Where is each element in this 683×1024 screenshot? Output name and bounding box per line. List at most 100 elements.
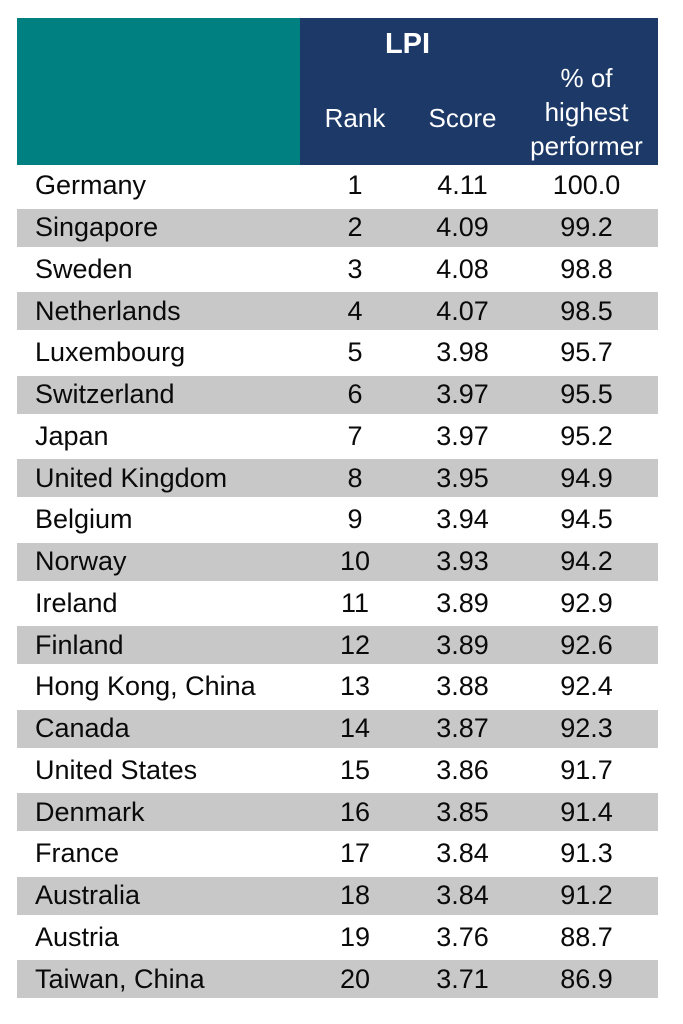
pct-cell: 91.4 <box>560 796 613 827</box>
table-row: France 17 3.84 91.3 <box>17 833 658 875</box>
score-cell: 3.84 <box>436 838 489 869</box>
rank-cell: 5 <box>347 337 363 368</box>
table-row: Singapore 2 4.09 99.2 <box>17 206 658 249</box>
pct-cell: 94.9 <box>560 462 613 493</box>
country-cell: Sweden <box>35 253 133 284</box>
country-cell: Norway <box>35 546 127 577</box>
country-cell: Australia <box>35 880 141 911</box>
rank-cell: 15 <box>339 754 371 785</box>
table-row: Netherlands 4 4.07 98.5 <box>17 290 658 332</box>
pct-cell: 95.7 <box>560 337 613 368</box>
score-cell: 3.76 <box>436 921 489 952</box>
table-row: Germany 1 4.11 100.0 <box>17 165 658 207</box>
score-cell: 3.89 <box>436 629 489 660</box>
rank-cell: 11 <box>340 587 370 618</box>
header-corner-cell <box>17 18 300 165</box>
table-row: Switzerland 6 3.97 95.5 <box>17 373 658 416</box>
score-cell: 3.86 <box>436 754 489 785</box>
pct-cell: 95.2 <box>560 420 613 451</box>
pct-cell: 92.9 <box>560 587 613 618</box>
score-cell: 3.97 <box>436 379 489 410</box>
rank-cell: 9 <box>347 504 363 535</box>
rank-cell: 18 <box>339 880 371 911</box>
country-cell: Denmark <box>35 796 145 827</box>
rank-cell: 7 <box>347 420 363 451</box>
score-cell: 3.89 <box>436 587 489 618</box>
pct-cell: 98.8 <box>560 253 613 284</box>
pct-cell: 100.0 <box>552 170 621 201</box>
pct-cell: 92.3 <box>560 713 613 744</box>
table-row: United Kingdom 8 3.95 94.9 <box>17 457 658 499</box>
pct-cell: 86.9 <box>560 963 613 994</box>
country-cell: Belgium <box>35 504 133 535</box>
country-cell: United States <box>35 754 198 785</box>
table-row: Denmark 16 3.85 91.4 <box>17 791 658 833</box>
score-cell: 4.09 <box>436 212 489 243</box>
rank-cell: 13 <box>339 671 371 702</box>
column-header-rank: Rank <box>324 103 386 133</box>
rank-cell: 10 <box>339 546 371 577</box>
country-cell: Germany <box>35 170 147 201</box>
table-body: Germany 1 4.11 100.0 Singapore 2 4.09 99… <box>17 165 658 1000</box>
column-header-score: Score <box>428 103 497 133</box>
pct-cell: 95.5 <box>560 379 613 410</box>
score-cell: 3.85 <box>436 796 489 827</box>
pct-cell: 94.5 <box>560 504 613 535</box>
score-cell: 3.94 <box>436 504 489 535</box>
table-row: Ireland 11 3.89 92.9 <box>17 583 658 625</box>
header-lpi-group-cell: LPI Rank Score % of highest performer <box>300 18 658 165</box>
lpi-group-title: LPI <box>384 28 431 60</box>
score-cell: 3.87 <box>436 713 489 744</box>
rank-cell: 4 <box>347 295 363 326</box>
rank-cell: 20 <box>339 963 371 994</box>
country-cell: Singapore <box>35 212 159 243</box>
pct-cell: 88.7 <box>560 921 613 952</box>
pct-cell: 91.3 <box>560 838 613 869</box>
table-header: LPI Rank Score % of highest performer <box>17 18 658 165</box>
table-row: Japan 7 3.97 95.2 <box>17 416 658 458</box>
country-cell: Ireland <box>35 587 118 618</box>
pct-cell: 91.2 <box>560 880 613 911</box>
score-cell: 3.88 <box>436 671 489 702</box>
rank-cell: 3 <box>347 253 363 284</box>
country-cell: Japan <box>35 420 109 451</box>
pct-cell: 98.5 <box>560 295 613 326</box>
country-cell: United Kingdom <box>35 462 228 493</box>
country-cell: Hong Kong, China <box>35 671 256 702</box>
country-cell: Austria <box>35 921 120 952</box>
score-cell: 3.95 <box>436 462 489 493</box>
table-row: Canada 14 3.87 92.3 <box>17 707 658 750</box>
column-headers: Rank Score % of highest performer <box>300 61 658 165</box>
table-row: Hong Kong, China 13 3.88 92.4 <box>17 666 658 708</box>
table-row: Norway 10 3.93 94.2 <box>17 540 658 583</box>
rank-cell: 16 <box>339 796 371 827</box>
score-cell: 4.11 <box>437 170 488 201</box>
table-row: Finland 12 3.89 92.6 <box>17 624 658 666</box>
score-cell: 3.97 <box>436 420 489 451</box>
lpi-ranking-table: LPI Rank Score % of highest performer Ge… <box>17 18 658 1000</box>
column-header-pct-of-highest-performer: % of highest performer <box>530 63 643 161</box>
table-row: Belgium 9 3.94 94.5 <box>17 499 658 541</box>
score-cell: 4.07 <box>436 295 489 326</box>
score-cell: 3.98 <box>436 337 489 368</box>
country-cell: Switzerland <box>35 379 175 410</box>
pct-cell: 99.2 <box>560 212 613 243</box>
pct-cell: 92.4 <box>560 671 613 702</box>
rank-cell: 12 <box>339 629 371 660</box>
rank-cell: 6 <box>347 379 363 410</box>
table-row: Sweden 3 4.08 98.8 <box>17 249 658 291</box>
rank-cell: 17 <box>339 838 371 869</box>
rank-cell: 19 <box>339 921 371 952</box>
table-row: Austria 19 3.76 88.7 <box>17 917 658 959</box>
table-row: United States 15 3.86 91.7 <box>17 750 658 792</box>
country-cell: Luxembourg <box>35 337 186 368</box>
score-cell: 4.08 <box>436 253 489 284</box>
rank-cell: 2 <box>347 212 363 243</box>
pct-cell: 91.7 <box>560 754 613 785</box>
table-row: Luxembourg 5 3.98 95.7 <box>17 332 658 374</box>
country-cell: France <box>35 838 120 869</box>
score-cell: 3.84 <box>436 880 489 911</box>
country-cell: Canada <box>35 713 130 744</box>
rank-cell: 14 <box>339 713 371 744</box>
